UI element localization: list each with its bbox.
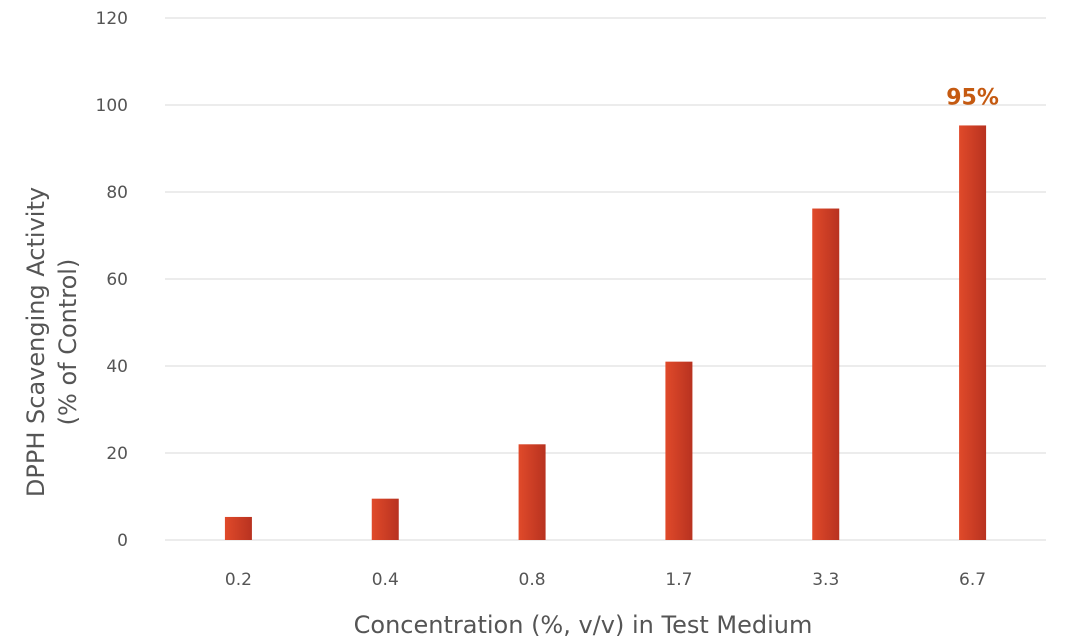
x-tick-label: 1.7 [665,570,692,590]
x-axis-title: Concentration (%, v/v) in Test Medium [354,611,813,639]
y-axis-tick-labels: 0 20 40 60 80 100 120 [96,9,128,551]
y-tick-label: 0 [117,531,128,551]
y-tick-label: 20 [106,444,128,464]
bar-3.3 [812,208,840,540]
y-tick-label: 120 [96,9,128,29]
y-tick-label: 60 [106,270,128,290]
bar-1.7 [665,361,693,540]
bar-0.2 [224,516,252,540]
x-tick-label: 6.7 [959,570,986,590]
data-labels: 95% [946,85,999,110]
x-axis-tick-labels: 0.2 0.4 0.8 1.7 3.3 6.7 [225,570,986,590]
y-axis-title-line-2: (% of Control) [54,259,82,426]
x-tick-label: 0.8 [519,570,546,590]
bar-6.7 [959,125,987,540]
y-tick-label: 80 [106,183,128,203]
x-tick-label: 3.3 [812,570,839,590]
bar-0.4 [371,498,399,540]
gridlines [165,17,1046,541]
bars [224,125,987,540]
y-tick-label: 40 [106,357,128,377]
data-label-bar-6.7: 95% [946,85,999,110]
y-axis-title-line-1: DPPH Scavenging Activity [22,187,50,497]
bar-0.8 [518,444,546,540]
x-tick-label: 0.2 [225,570,252,590]
x-tick-label: 0.4 [372,570,399,590]
y-tick-label: 100 [96,96,128,116]
